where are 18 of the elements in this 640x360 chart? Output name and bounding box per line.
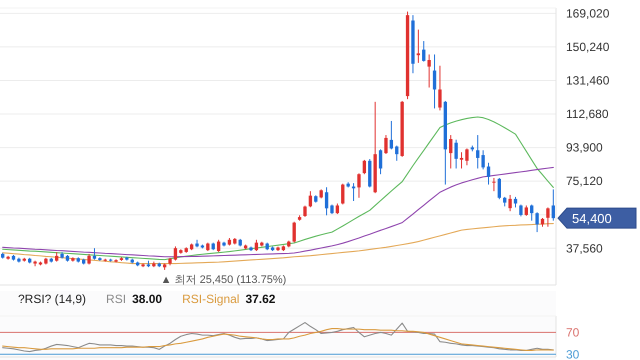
- annotation: ▲ 최저 25,450 (113.75%): [160, 274, 286, 286]
- text: RSI-Signal: [182, 292, 240, 306]
- y-tick-label: 112,680: [566, 107, 609, 122]
- y-tick-label: 30: [566, 347, 580, 360]
- text: 37.62: [245, 292, 276, 306]
- y-tick-label: 37,560: [566, 241, 604, 256]
- text: RSI: [106, 292, 126, 306]
- y-tick-label: 150,240: [566, 40, 610, 54]
- price-tag: 54,400: [557, 208, 636, 229]
- text: 38.00: [132, 292, 162, 306]
- y-tick-label: 131,460: [566, 73, 610, 88]
- y-tick-label: 169,020: [566, 6, 610, 20]
- y-tick-label: 75,120: [566, 174, 604, 188]
- y-tick-label: 93,900: [566, 140, 604, 155]
- line-series: [2, 328, 554, 351]
- y-tick-label: 70: [566, 325, 580, 340]
- chart-title: ?RSI? (14,9): [18, 292, 86, 306]
- line-series: [2, 322, 554, 352]
